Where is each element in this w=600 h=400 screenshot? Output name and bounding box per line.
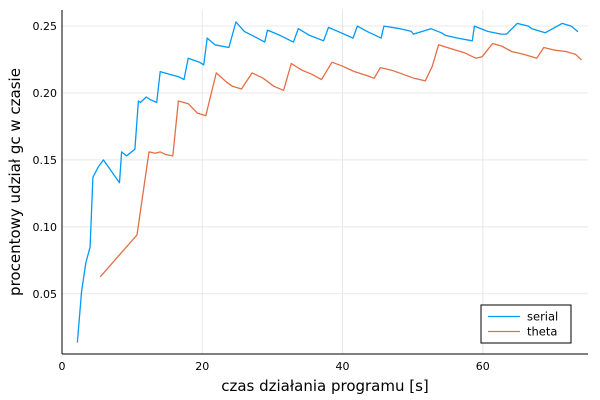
y-tick-labels: 0.05 0.10 0.15 0.20 0.25 xyxy=(33,20,58,301)
y-tick-label: 0.20 xyxy=(33,87,58,100)
series-line-theta xyxy=(99,42,582,278)
y-tick-label: 0.25 xyxy=(33,20,58,33)
legend-serial-label: serial xyxy=(527,310,558,324)
y-tick-label: 0.05 xyxy=(33,288,58,301)
x-tick-label: 0 xyxy=(59,360,66,373)
x-tick-labels: 0 20 40 60 xyxy=(59,360,490,373)
series-line-serial xyxy=(76,21,579,343)
x-tick-label: 60 xyxy=(476,360,490,373)
legend: serial theta xyxy=(480,304,572,344)
legend-box xyxy=(480,304,572,344)
axes xyxy=(61,10,588,355)
y-axis-label: procentowy udział gc w czasie xyxy=(6,68,24,296)
y-tick-label: 0.10 xyxy=(33,221,58,234)
legend-theta-label: theta xyxy=(527,325,557,339)
grid xyxy=(61,10,588,354)
x-axis-label: czas działania programu [s] xyxy=(221,377,429,395)
plot-area xyxy=(76,21,582,343)
x-tick-label: 40 xyxy=(336,360,350,373)
x-tick-label: 20 xyxy=(195,360,209,373)
y-tick-label: 0.15 xyxy=(33,154,58,167)
